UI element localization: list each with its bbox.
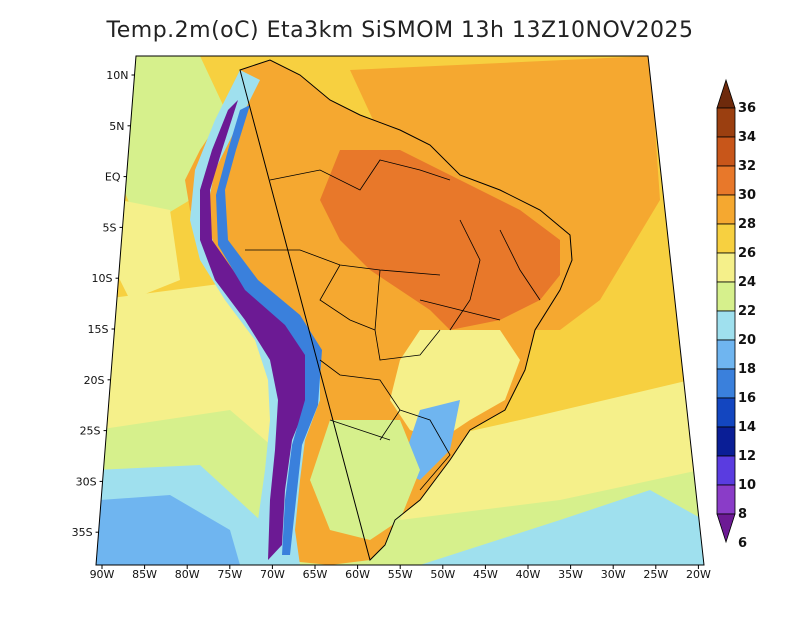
colorbar-swatch bbox=[716, 310, 736, 341]
colorbar-swatch bbox=[716, 426, 736, 457]
colorbar-swatch bbox=[716, 397, 736, 428]
colorbar-swatch bbox=[716, 165, 736, 196]
lat-label: 10N bbox=[106, 69, 128, 82]
lon-label: 45W bbox=[473, 568, 498, 581]
latitude-labels: 10N 5N EQ 5S 10S 15S 20S 25S 30S 35S bbox=[72, 69, 135, 539]
lat-label: 35S bbox=[72, 526, 93, 539]
colorbar-swatch bbox=[716, 368, 736, 399]
colorbar-swatch bbox=[716, 252, 736, 283]
andes-mid bbox=[216, 105, 322, 555]
colorbar-swatch bbox=[716, 107, 736, 138]
colorbar-swatch bbox=[716, 281, 736, 312]
colorbar-label: 34 bbox=[738, 130, 756, 145]
lat-label: EQ bbox=[105, 171, 121, 184]
lon-label: 35W bbox=[558, 568, 583, 581]
lon-label: 50W bbox=[430, 568, 455, 581]
colorbar-label: 16 bbox=[738, 391, 756, 406]
ocean-field-colder bbox=[96, 495, 240, 565]
lat-label: 10S bbox=[92, 272, 113, 285]
lon-label: 30W bbox=[601, 568, 626, 581]
colorbar-arrow-top bbox=[716, 78, 736, 109]
coastline bbox=[239, 59, 573, 561]
lon-label: 25W bbox=[643, 568, 668, 581]
colorbar-arrow-bottom bbox=[716, 513, 736, 544]
land-field-hot bbox=[320, 150, 560, 330]
colorbar-label: 8 bbox=[738, 507, 747, 522]
colorbar-label: 6 bbox=[738, 536, 747, 551]
colorbar-label: 36 bbox=[738, 101, 756, 116]
ocean-field-cold-east bbox=[420, 490, 704, 565]
map-area bbox=[96, 56, 704, 565]
lon-label: 70W bbox=[260, 568, 285, 581]
colorbar-label: 12 bbox=[738, 449, 756, 464]
lon-label: 80W bbox=[175, 568, 200, 581]
colorbar-swatch bbox=[716, 339, 736, 370]
lon-label: 60W bbox=[345, 568, 370, 581]
lat-label: 20S bbox=[84, 374, 105, 387]
colorbar-label: 18 bbox=[738, 362, 756, 377]
colorbar-swatch bbox=[716, 223, 736, 254]
colorbar-label: 22 bbox=[738, 304, 756, 319]
land-field-pampas bbox=[310, 420, 420, 540]
lon-label: 20W bbox=[686, 568, 711, 581]
colorbar-label: 32 bbox=[738, 159, 756, 174]
map-title: Temp.2m(oC) Eta3km SiSMOM 13h 13Z10NOV20… bbox=[106, 18, 694, 43]
colorbar-swatch bbox=[716, 455, 736, 486]
andes-core bbox=[200, 100, 310, 560]
longitude-labels: 90W 85W 80W 75W 70W 65W 60W 55W 50W 45W 40W 35W 30W 2… bbox=[90, 565, 711, 581]
colorbar-label: 20 bbox=[738, 333, 756, 348]
colorbar-label: 26 bbox=[738, 246, 756, 261]
colorbar-label: 30 bbox=[738, 188, 756, 203]
colorbar-label: 28 bbox=[738, 217, 756, 232]
lon-label: 55W bbox=[388, 568, 413, 581]
colorbar-label: 24 bbox=[738, 275, 756, 290]
colorbar-swatch bbox=[716, 194, 736, 225]
colorbar-swatch bbox=[716, 484, 736, 515]
colorbar-label: 14 bbox=[738, 420, 756, 435]
lat-label: 5N bbox=[109, 120, 124, 133]
colorbar-swatch bbox=[716, 136, 736, 167]
ocean-field-pacific-north bbox=[120, 56, 230, 230]
lat-label: 5S bbox=[103, 221, 117, 234]
map-frame bbox=[95, 55, 705, 566]
lat-label: 30S bbox=[76, 475, 97, 488]
lat-label: 15S bbox=[88, 323, 109, 336]
colorbar: 36 34 32 30 28 26 24 22 20 18 16 14 12 10 8 6 bbox=[716, 78, 756, 551]
country-borders bbox=[245, 159, 541, 491]
lon-label: 75W bbox=[217, 568, 242, 581]
lon-label: 65W bbox=[303, 568, 328, 581]
lon-label: 40W bbox=[516, 568, 541, 581]
colorbar-label: 10 bbox=[738, 478, 756, 493]
ocean-field-pacific-mid bbox=[110, 200, 180, 300]
lon-label: 90W bbox=[90, 568, 115, 581]
lat-label: 25S bbox=[80, 425, 101, 438]
lon-label: 85W bbox=[132, 568, 157, 581]
